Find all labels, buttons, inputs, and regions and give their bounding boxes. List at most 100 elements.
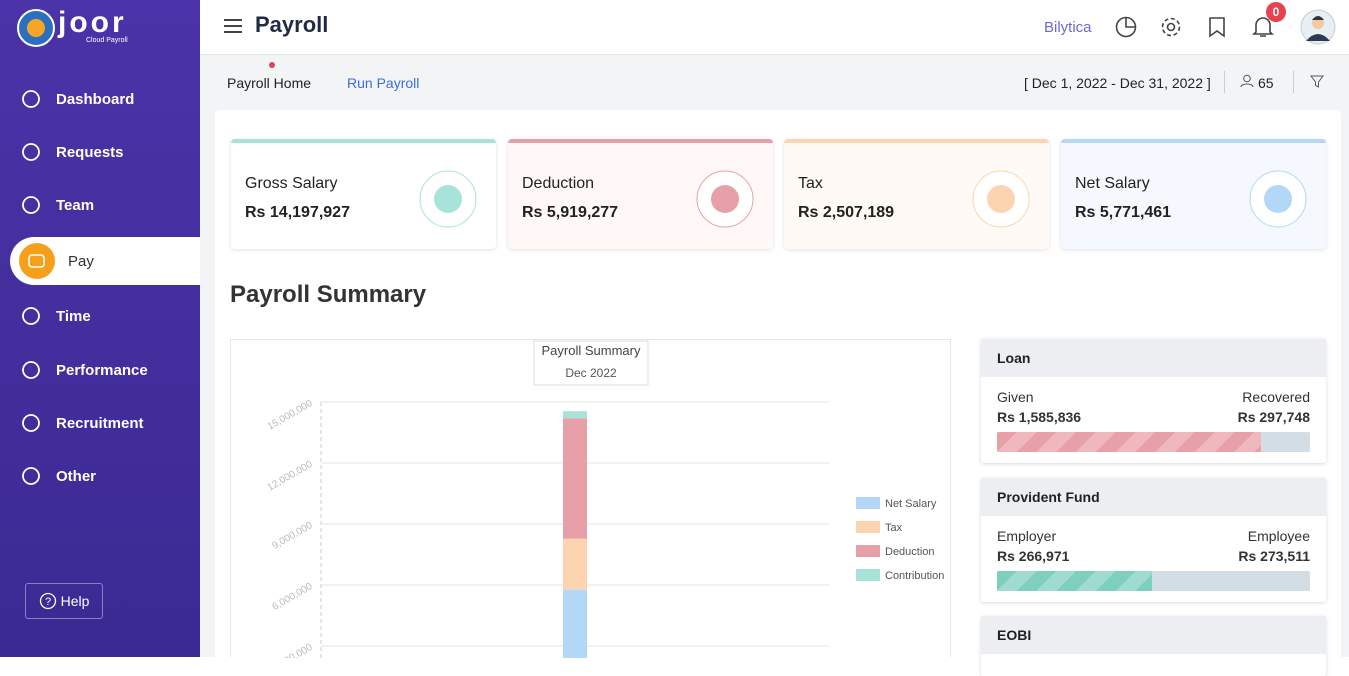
panel-label: Employee	[1247, 528, 1310, 544]
nav-icon	[22, 143, 40, 161]
divider	[1224, 71, 1225, 93]
panel-amount: Rs 266,971	[997, 548, 1070, 564]
user-icon	[1240, 74, 1254, 88]
nav-label: Team	[56, 196, 95, 214]
nav-icon	[22, 467, 40, 485]
progress-fill	[997, 571, 1152, 591]
bar-segment	[563, 418, 587, 539]
legend-label: Contribution	[885, 570, 944, 582]
avatar[interactable]	[1300, 9, 1336, 45]
chart-card: Payroll Summary Dec 2022 3,000,000 6,000,00…	[230, 339, 951, 658]
legend-swatch	[856, 497, 880, 509]
info-panel: Provident Fund Employer Rs 266,971 Employee…	[981, 478, 1326, 602]
nav-item[interactable]: Dashboard	[0, 79, 200, 119]
legend-swatch	[856, 569, 880, 581]
card-label: Tax	[798, 175, 823, 192]
chart: Payroll Summary Dec 2022 3,000,000 6,000,00…	[266, 340, 944, 658]
nav-item[interactable]: Pay	[10, 237, 210, 285]
chart-title: Payroll Summary	[542, 343, 641, 358]
notification-badge: 0	[1266, 2, 1286, 22]
y-tick-label: 12,000,000	[266, 459, 315, 494]
legend-label: Tax	[885, 522, 903, 534]
section-title: Payroll Summary	[230, 281, 427, 308]
icon-shape	[22, 361, 40, 379]
logo: joor	[58, 6, 127, 39]
legend-swatch	[856, 521, 880, 533]
card-icon	[1249, 170, 1307, 228]
card-icon	[972, 170, 1030, 228]
card-label: Gross Salary	[245, 175, 338, 192]
panel-amount: Rs 297,748	[1237, 409, 1310, 425]
progress-track	[997, 571, 1310, 591]
tab-indicator	[269, 62, 275, 68]
icon-shape	[987, 185, 1015, 213]
nav-item[interactable]: Team	[0, 185, 200, 225]
y-tick-label: 9,000,000	[270, 520, 314, 552]
icon-shape	[22, 90, 40, 108]
summary-card: Deduction Rs 5,919,277	[508, 139, 773, 249]
legend-swatch	[856, 545, 880, 557]
bookmark-icon[interactable]	[1207, 16, 1227, 38]
nav-icon	[22, 414, 40, 432]
nav-label: Performance	[56, 361, 148, 379]
card-amount: Rs 2,507,189	[798, 204, 895, 221]
app: joor Cloud Payroll Dashboard Requests Team…	[0, 0, 1349, 658]
nav-label: Other	[56, 467, 97, 485]
menu-icon[interactable]	[223, 18, 243, 34]
reports-icon[interactable]	[1115, 16, 1137, 38]
icon-shape	[22, 467, 40, 485]
panel-amount: Rs 1,585,836	[997, 409, 1082, 425]
info-panel: Loan Given Rs 1,585,836 Recovered Rs 297,748	[981, 339, 1326, 463]
nav-item[interactable]: Recruitment	[0, 403, 200, 443]
card-icon	[696, 170, 754, 228]
notifications-icon[interactable]	[1252, 15, 1274, 39]
sidebar: joor Cloud Payroll Dashboard Requests Team…	[0, 0, 210, 657]
summary-card: Gross Salary Rs 14,197,927	[231, 139, 496, 249]
panel-title: EOBI	[981, 616, 1326, 654]
tab[interactable]: Run Payroll	[347, 75, 420, 91]
icon-shape	[22, 307, 40, 325]
page: Payroll {"sidebar": {"logo": "joor", "lo…	[0, 0, 1349, 658]
nav-item[interactable]: Time	[0, 296, 200, 336]
divider	[1293, 71, 1294, 93]
logo-icon	[17, 9, 55, 47]
panel-title: Loan	[981, 339, 1326, 377]
nav-label: Dashboard	[56, 90, 135, 108]
settings-icon[interactable]	[1160, 16, 1182, 38]
panel-label: Recovered	[1242, 389, 1310, 405]
nav-icon	[22, 361, 40, 379]
panel-label: Employer	[997, 528, 1057, 544]
icon-shape	[28, 254, 45, 268]
nav-item[interactable]: Requests	[0, 132, 200, 172]
panel-title: Provident Fund	[981, 478, 1326, 516]
panel-label: Given	[997, 389, 1034, 405]
y-tick-label: 3,000,000	[270, 642, 314, 658]
progress-track	[997, 432, 1310, 452]
legend-label: Net Salary	[885, 498, 937, 510]
card-label: Deduction	[522, 175, 595, 192]
company-name[interactable]: Bilytica	[1044, 19, 1092, 36]
icon-shape	[22, 196, 40, 214]
page-title: Payroll	[255, 12, 329, 37]
bar-segment	[563, 589, 587, 658]
nav-item[interactable]: Performance	[0, 350, 200, 390]
date-range[interactable]: [ Dec 1, 2022 - Dec 31, 2022 ]	[1024, 75, 1211, 91]
help-icon: ?	[39, 592, 56, 610]
svg-text:?: ?	[45, 596, 51, 608]
card-amount: Rs 5,771,461	[1075, 204, 1172, 221]
nav-label: Time	[56, 307, 91, 325]
icon-shape	[22, 143, 40, 161]
help-button[interactable]: ? Help	[25, 583, 103, 619]
filter-icon[interactable]	[1310, 75, 1324, 89]
bar-segment	[563, 411, 587, 419]
tab[interactable]: Payroll Home	[227, 75, 312, 91]
icon-shape	[434, 185, 462, 213]
nav-icon	[22, 90, 40, 108]
bar-segment	[563, 538, 587, 590]
progress-fill	[997, 432, 1261, 452]
card-label: Net Salary	[1075, 175, 1150, 192]
y-tick-label: 6,000,000	[270, 581, 314, 613]
nav-item[interactable]: Other	[0, 456, 200, 496]
card-icon	[419, 170, 477, 228]
chart-title-box	[533, 340, 649, 386]
